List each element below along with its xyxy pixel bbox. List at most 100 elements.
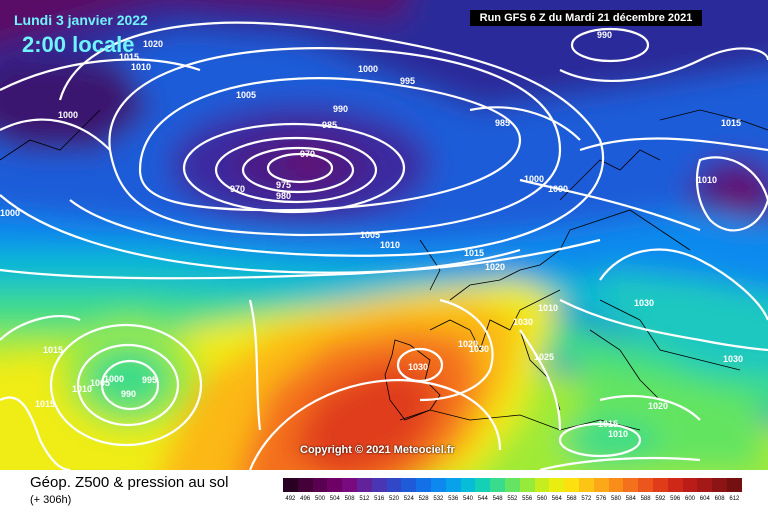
scale-swatch	[564, 478, 579, 492]
scale-swatch	[327, 478, 343, 492]
scale-label: 520	[388, 496, 399, 502]
scale-swatch	[712, 478, 727, 492]
pressure-label: 1025	[534, 352, 554, 362]
scale-swatch	[283, 478, 298, 492]
pressure-label: 1015	[35, 399, 55, 409]
isobars	[0, 21, 768, 470]
pressure-label: 970	[300, 149, 315, 159]
pressure-label: 980	[276, 191, 291, 201]
scale-swatch	[312, 478, 328, 492]
scale-swatch	[505, 478, 520, 492]
pressure-label: 1005	[90, 378, 110, 388]
pressure-labels: 1020 1015 1010 990 1000 995 1005 1000 99…	[0, 30, 743, 439]
scale-swatch	[623, 478, 639, 492]
pressure-label: 990	[121, 389, 136, 399]
pressure-label: 1015	[119, 52, 139, 62]
pressure-label: 975	[276, 180, 291, 190]
pressure-label: 995	[142, 375, 157, 385]
scale-label: 556	[522, 496, 533, 502]
scale-swatch	[475, 478, 491, 492]
scale-swatch	[697, 478, 713, 492]
scale-swatch	[460, 478, 476, 492]
pressure-label: 1005	[236, 90, 256, 100]
scale-label: 588	[640, 496, 651, 502]
pressure-label: 990	[333, 104, 348, 114]
scale-swatch	[534, 478, 550, 492]
pressure-label: 1020	[485, 262, 505, 272]
scale-swatch	[445, 478, 461, 492]
scale-swatch	[297, 478, 313, 492]
scale-swatch	[653, 478, 668, 492]
scale-swatch	[431, 478, 446, 492]
scale-label: 532	[433, 496, 444, 502]
pressure-label: 1015	[43, 345, 63, 355]
color-scale: 492 496 500 504 508 512 516 520 524 528 532 536 540 5…	[283, 478, 743, 512]
pressure-label: 1000	[58, 110, 78, 120]
pressure-label: 1030	[513, 317, 533, 327]
pressure-label: 1015	[464, 248, 484, 258]
scale-label: 580	[610, 496, 621, 502]
map-subtitle: (+ 306h)	[30, 494, 72, 506]
geopotential-field: 1020 1015 1010 990 1000 995 1005 1000 99…	[0, 0, 768, 470]
pressure-label: 1020	[143, 39, 163, 49]
pressure-label: 985	[322, 120, 337, 130]
pressure-label: 1010	[697, 175, 717, 185]
run-info: Run GFS 6 Z du Mardi 21 décembre 2021	[470, 10, 702, 26]
map-title: Géop. Z500 & pression au sol	[30, 474, 229, 491]
pressure-label: 1015	[598, 419, 618, 429]
scale-label: 564	[551, 496, 562, 502]
scale-label: 528	[418, 496, 429, 502]
forecast-date: Lundi 3 janvier 2022	[14, 12, 148, 28]
pressure-label: 1000	[548, 184, 568, 194]
scale-label: 544	[477, 496, 488, 502]
pressure-label: 1010	[380, 240, 400, 250]
pressure-label: 1030	[469, 344, 489, 354]
scale-label: 548	[492, 496, 503, 502]
copyright: Copyright © 2021 Meteociel.fr	[300, 444, 455, 456]
pressure-label: 1020	[458, 339, 478, 349]
scale-label: 596	[670, 496, 681, 502]
scale-swatch	[357, 478, 372, 492]
scale-swatch	[401, 478, 417, 492]
pressure-label: 990	[597, 30, 612, 40]
pressure-label: 1000	[358, 64, 378, 74]
scale-label: 608	[714, 496, 725, 502]
pressure-label: 985	[495, 118, 510, 128]
scale-swatch	[638, 478, 653, 492]
pressure-label: 970	[230, 184, 245, 194]
pressure-label: 1020	[648, 401, 668, 411]
pressure-label: 1030	[408, 362, 428, 372]
scale-label: 524	[403, 496, 414, 502]
legend-footer: Géop. Z500 & pression au sol (+ 306h) 49…	[0, 470, 768, 512]
scale-label: 604	[699, 496, 710, 502]
scale-swatch	[386, 478, 402, 492]
scale-label: 600	[684, 496, 695, 502]
z500-color-field	[0, 0, 768, 470]
pressure-label: 995	[400, 76, 415, 86]
scale-label: 516	[374, 496, 385, 502]
scale-label: 508	[344, 496, 355, 502]
scale-label: 572	[581, 496, 592, 502]
forecast-time: 2:00 locale	[22, 32, 135, 57]
scale-label: 492	[285, 496, 296, 502]
scale-label: 496	[300, 496, 311, 502]
pressure-label: 1000	[524, 174, 544, 184]
scale-label: 536	[448, 496, 459, 502]
pressure-label: 1000	[0, 208, 20, 218]
pressure-label: 1010	[608, 429, 628, 439]
scale-swatch	[342, 478, 357, 492]
scale-label: 568	[566, 496, 577, 502]
scale-label: 552	[507, 496, 518, 502]
scale-swatch	[416, 478, 431, 492]
pressure-label: 1010	[131, 62, 151, 72]
scale-swatch	[490, 478, 505, 492]
scale-swatch	[727, 478, 742, 492]
scale-swatch	[667, 478, 683, 492]
scale-swatch	[549, 478, 565, 492]
scale-label: 584	[625, 496, 636, 502]
scale-label: 612	[729, 496, 740, 502]
pressure-label: 1010	[72, 384, 92, 394]
scale-label: 540	[462, 496, 473, 502]
scale-label: 560	[536, 496, 547, 502]
scale-swatch	[519, 478, 535, 492]
